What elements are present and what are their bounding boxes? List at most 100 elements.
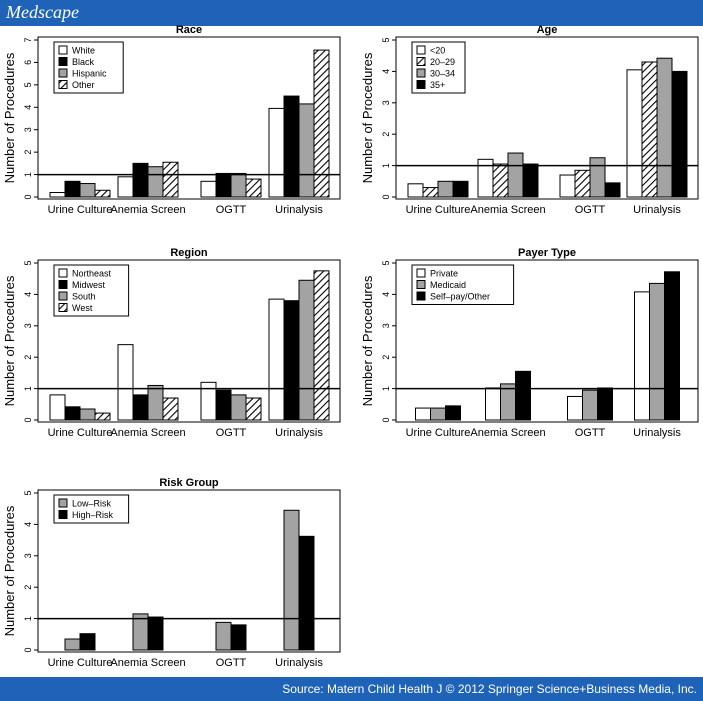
chart-panel-3: Payer Type Number of Procedures 0 1 2 3 4 5 Urin… xyxy=(360,247,699,439)
legend-swatch xyxy=(58,45,68,55)
category-label: Anemia Screen xyxy=(470,204,545,216)
bar xyxy=(641,61,658,198)
header-bar: Medscape xyxy=(0,0,703,26)
bar xyxy=(215,389,232,421)
legend-swatch xyxy=(58,280,68,289)
legend-swatch xyxy=(416,80,426,89)
legend-label: Midwest xyxy=(72,280,106,290)
bar xyxy=(574,169,591,198)
y-tick-label: 0 xyxy=(381,194,391,199)
bar xyxy=(664,271,680,421)
category-label: Urinalysis xyxy=(275,657,323,669)
y-tick-label: 5 xyxy=(381,260,391,265)
bar xyxy=(147,384,164,421)
legend-swatch xyxy=(416,45,426,55)
category-label: Urine Culture xyxy=(406,427,471,439)
y-tick-label: 2 xyxy=(23,585,33,590)
category-label: Anemia Screen xyxy=(110,657,185,669)
chart-title: Payer Type xyxy=(518,247,576,259)
bar xyxy=(245,397,262,421)
category-label: Urine Culture xyxy=(48,427,113,439)
bar xyxy=(313,49,330,198)
legend-swatch xyxy=(58,498,68,508)
bar xyxy=(132,162,149,198)
legend-label: High–Risk xyxy=(72,510,114,520)
y-tick-label: 3 xyxy=(23,127,33,132)
legend-label: Other xyxy=(72,80,95,90)
y-tick-label: 3 xyxy=(381,100,391,105)
brand-logo[interactable]: Medscape xyxy=(6,2,79,22)
legend-label: 30–34 xyxy=(430,69,455,79)
plot-frame xyxy=(37,489,341,653)
bar xyxy=(298,535,315,651)
bar xyxy=(485,387,501,421)
bar xyxy=(283,509,300,651)
footer-bar: Source: Matern Child Health J © 2012 Spr… xyxy=(0,677,703,701)
category-label: Urine Culture xyxy=(406,204,471,216)
bar xyxy=(430,407,446,421)
legend-swatch xyxy=(58,268,68,278)
chart-panel-0: Race Number of Procedures 0 1 2 3 4 5 6 7 Urine Cu… xyxy=(2,24,341,216)
y-tick-label: 4 xyxy=(381,292,391,297)
y-tick-label: 5 xyxy=(381,37,391,42)
legend-label: Black xyxy=(72,57,95,67)
bar xyxy=(415,407,431,421)
category-label: OGTT xyxy=(575,427,606,439)
legend-label: White xyxy=(72,46,95,56)
y-tick-label: 3 xyxy=(23,323,33,328)
legend-label: Self–pay/Other xyxy=(430,292,490,302)
bar xyxy=(626,69,643,198)
legend-swatch xyxy=(58,291,68,301)
chart-panel-4: Risk Group Number of Procedures 0 1 2 3 4 5 Urin… xyxy=(2,477,341,669)
bar xyxy=(79,183,96,198)
bar xyxy=(268,298,285,421)
y-tick-label: 1 xyxy=(381,163,391,168)
y-tick-label: 4 xyxy=(23,522,33,527)
bar xyxy=(422,187,439,198)
bar xyxy=(132,394,149,421)
bar xyxy=(437,180,454,198)
bar xyxy=(147,616,164,651)
bar xyxy=(515,370,531,421)
bar xyxy=(507,152,524,198)
y-tick-label: 1 xyxy=(23,616,33,621)
y-tick-label: 4 xyxy=(381,69,391,74)
category-label: OGTT xyxy=(575,204,606,216)
bar xyxy=(230,394,247,421)
y-tick-label: 4 xyxy=(23,292,33,297)
y-axis-label: Number of Procedures xyxy=(360,275,375,406)
y-tick-label: 5 xyxy=(23,260,33,265)
category-label: Anemia Screen xyxy=(110,204,185,216)
legend-swatch xyxy=(416,57,426,66)
legend-label: <20 xyxy=(430,46,445,56)
legend-label: Hispanic xyxy=(72,69,107,79)
bar xyxy=(268,107,285,198)
bar xyxy=(452,180,469,198)
y-tick-label: 4 xyxy=(23,105,33,110)
plot-frame xyxy=(395,259,699,423)
legend-label: 35+ xyxy=(430,80,445,90)
legend-swatch xyxy=(58,303,68,312)
bar xyxy=(94,412,111,421)
bar xyxy=(283,95,300,198)
y-tick-label: 0 xyxy=(23,194,33,199)
bar xyxy=(64,180,81,198)
bar xyxy=(656,57,673,198)
legend-label: West xyxy=(72,303,93,313)
legend-label: 20–29 xyxy=(430,57,455,67)
plot-frame xyxy=(37,36,341,200)
category-label: Urinalysis xyxy=(275,427,323,439)
bar xyxy=(589,157,606,198)
bar xyxy=(597,387,613,421)
chart-title: Risk Group xyxy=(159,477,219,489)
bar xyxy=(215,621,232,651)
y-axis-label: Number of Procedures xyxy=(2,505,17,636)
legend-swatch xyxy=(58,510,68,519)
bar xyxy=(230,172,247,198)
bar xyxy=(200,180,217,198)
bar xyxy=(162,161,179,198)
category-label: Urine Culture xyxy=(48,204,113,216)
bar xyxy=(445,405,461,421)
bar xyxy=(117,176,134,198)
y-tick-label: 7 xyxy=(23,37,33,42)
